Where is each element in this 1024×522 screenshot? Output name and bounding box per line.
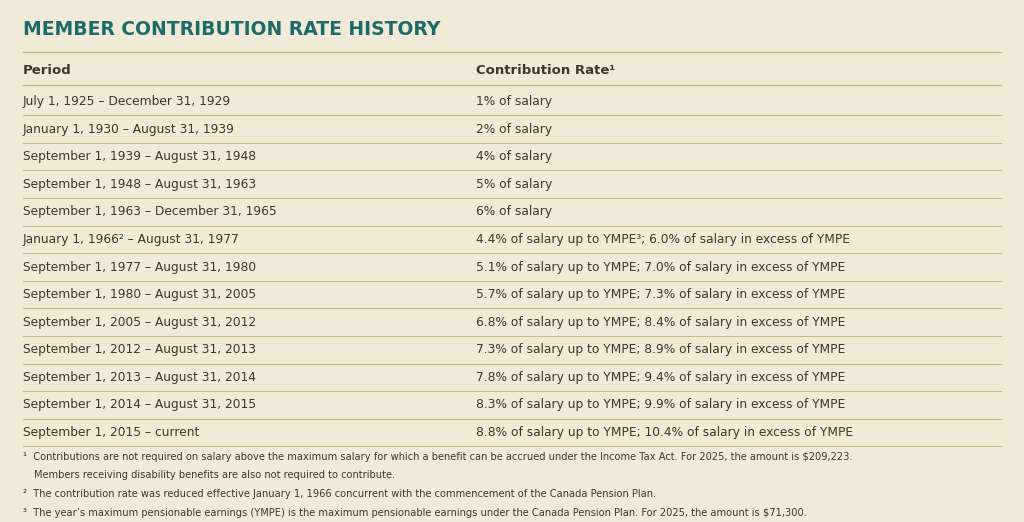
Text: 8.8% of salary up to YMPE; 10.4% of salary in excess of YMPE: 8.8% of salary up to YMPE; 10.4% of sala…: [476, 426, 853, 439]
Text: 1% of salary: 1% of salary: [476, 95, 552, 108]
Text: MEMBER CONTRIBUTION RATE HISTORY: MEMBER CONTRIBUTION RATE HISTORY: [23, 20, 440, 39]
Text: ²  The contribution rate was reduced effective January 1, 1966 concurrent with t: ² The contribution rate was reduced effe…: [23, 489, 655, 499]
Text: 5.7% of salary up to YMPE; 7.3% of salary in excess of YMPE: 5.7% of salary up to YMPE; 7.3% of salar…: [476, 288, 846, 301]
Text: September 1, 1980 – August 31, 2005: September 1, 1980 – August 31, 2005: [23, 288, 256, 301]
Text: 6.8% of salary up to YMPE; 8.4% of salary in excess of YMPE: 6.8% of salary up to YMPE; 8.4% of salar…: [476, 316, 846, 329]
Text: 7.8% of salary up to YMPE; 9.4% of salary in excess of YMPE: 7.8% of salary up to YMPE; 9.4% of salar…: [476, 371, 846, 384]
Text: 4.4% of salary up to YMPE³; 6.0% of salary in excess of YMPE: 4.4% of salary up to YMPE³; 6.0% of sala…: [476, 233, 850, 246]
Text: ³  The year’s maximum pensionable earnings (YMPE) is the maximum pensionable ear: ³ The year’s maximum pensionable earning…: [23, 508, 807, 518]
Text: January 1, 1966² – August 31, 1977: January 1, 1966² – August 31, 1977: [23, 233, 240, 246]
Text: September 1, 1948 – August 31, 1963: September 1, 1948 – August 31, 1963: [23, 178, 256, 191]
Text: Members receiving disability benefits are also not required to contribute.: Members receiving disability benefits ar…: [34, 470, 395, 480]
Text: September 1, 2015 – current: September 1, 2015 – current: [23, 426, 199, 439]
Text: Period: Period: [23, 64, 72, 77]
Text: Contribution Rate¹: Contribution Rate¹: [476, 64, 615, 77]
Text: September 1, 2014 – August 31, 2015: September 1, 2014 – August 31, 2015: [23, 398, 256, 411]
Text: September 1, 2012 – August 31, 2013: September 1, 2012 – August 31, 2013: [23, 343, 256, 356]
Text: 7.3% of salary up to YMPE; 8.9% of salary in excess of YMPE: 7.3% of salary up to YMPE; 8.9% of salar…: [476, 343, 846, 356]
Text: 6% of salary: 6% of salary: [476, 205, 552, 218]
Text: 5% of salary: 5% of salary: [476, 178, 552, 191]
Text: July 1, 1925 – December 31, 1929: July 1, 1925 – December 31, 1929: [23, 95, 230, 108]
Text: September 1, 2005 – August 31, 2012: September 1, 2005 – August 31, 2012: [23, 316, 256, 329]
Text: September 1, 2013 – August 31, 2014: September 1, 2013 – August 31, 2014: [23, 371, 256, 384]
Text: ¹  Contributions are not required on salary above the maximum salary for which a: ¹ Contributions are not required on sala…: [23, 452, 852, 461]
Text: 5.1% of salary up to YMPE; 7.0% of salary in excess of YMPE: 5.1% of salary up to YMPE; 7.0% of salar…: [476, 260, 846, 274]
Text: 2% of salary: 2% of salary: [476, 123, 552, 136]
Text: 8.3% of salary up to YMPE; 9.9% of salary in excess of YMPE: 8.3% of salary up to YMPE; 9.9% of salar…: [476, 398, 846, 411]
Text: January 1, 1930 – August 31, 1939: January 1, 1930 – August 31, 1939: [23, 123, 234, 136]
Text: September 1, 1963 – December 31, 1965: September 1, 1963 – December 31, 1965: [23, 205, 276, 218]
Text: September 1, 1977 – August 31, 1980: September 1, 1977 – August 31, 1980: [23, 260, 256, 274]
Text: 4% of salary: 4% of salary: [476, 150, 552, 163]
Text: September 1, 1939 – August 31, 1948: September 1, 1939 – August 31, 1948: [23, 150, 256, 163]
